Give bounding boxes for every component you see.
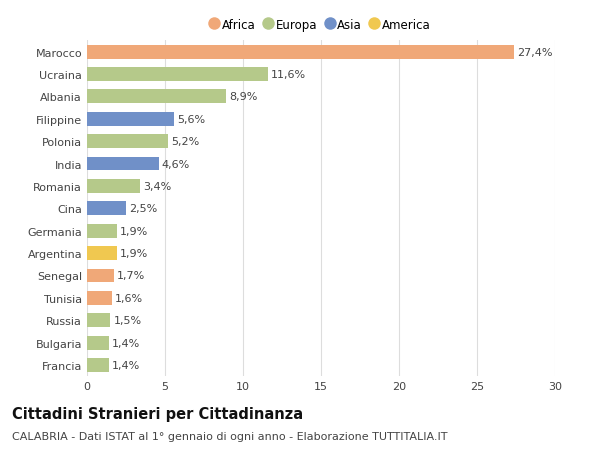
- Bar: [87, 157, 159, 171]
- Text: 2,5%: 2,5%: [129, 204, 157, 214]
- Text: 1,6%: 1,6%: [115, 293, 143, 303]
- Bar: [87, 202, 126, 216]
- Bar: [87, 313, 110, 327]
- Text: 3,4%: 3,4%: [143, 181, 172, 191]
- Text: CALABRIA - Dati ISTAT al 1° gennaio di ogni anno - Elaborazione TUTTITALIA.IT: CALABRIA - Dati ISTAT al 1° gennaio di o…: [12, 431, 448, 442]
- Text: Cittadini Stranieri per Cittadinanza: Cittadini Stranieri per Cittadinanza: [12, 406, 303, 421]
- Bar: [87, 246, 116, 260]
- Bar: [87, 90, 226, 104]
- Text: 1,4%: 1,4%: [112, 338, 140, 348]
- Bar: [87, 224, 116, 238]
- Bar: [87, 358, 109, 372]
- Bar: [87, 291, 112, 305]
- Bar: [87, 336, 109, 350]
- Bar: [87, 269, 113, 283]
- Text: 5,6%: 5,6%: [178, 114, 206, 124]
- Text: 1,7%: 1,7%: [116, 271, 145, 281]
- Bar: [87, 135, 168, 149]
- Text: 5,2%: 5,2%: [171, 137, 199, 147]
- Text: 1,4%: 1,4%: [112, 360, 140, 370]
- Text: 1,9%: 1,9%: [120, 226, 148, 236]
- Bar: [87, 68, 268, 82]
- Text: 4,6%: 4,6%: [162, 159, 190, 169]
- Bar: [87, 112, 175, 126]
- Bar: [87, 45, 514, 59]
- Text: 8,9%: 8,9%: [229, 92, 257, 102]
- Bar: [87, 179, 140, 193]
- Text: 1,9%: 1,9%: [120, 248, 148, 258]
- Legend: Africa, Europa, Asia, America: Africa, Europa, Asia, America: [211, 19, 431, 32]
- Text: 27,4%: 27,4%: [518, 47, 553, 57]
- Text: 11,6%: 11,6%: [271, 70, 306, 80]
- Text: 1,5%: 1,5%: [113, 315, 142, 325]
